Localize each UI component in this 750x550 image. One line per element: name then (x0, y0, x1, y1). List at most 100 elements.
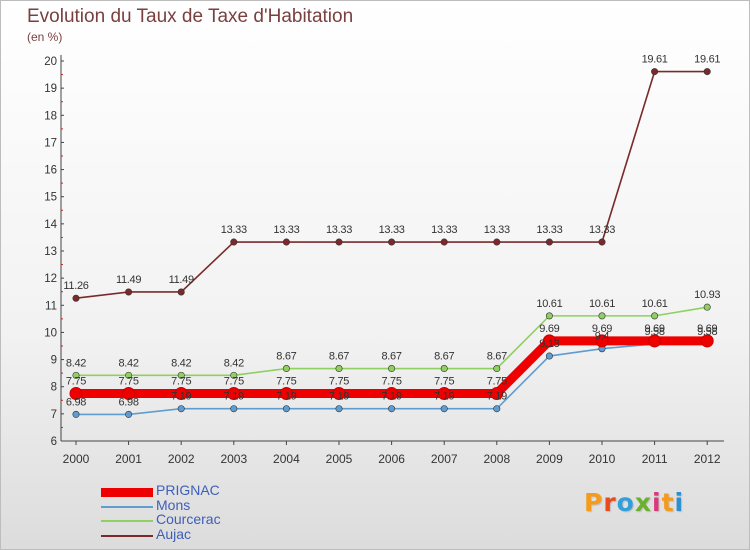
y-tick-label: 16 (44, 165, 57, 177)
data-point-courcerac (651, 312, 659, 320)
data-point-prignac (122, 387, 136, 400)
data-label-aujac: 11.26 (63, 280, 88, 292)
data-point-mons (335, 405, 343, 413)
data-label-aujac: 13.33 (221, 224, 247, 236)
data-label-mons: 7.19 (276, 391, 296, 403)
data-label-aujac: 13.33 (326, 224, 352, 236)
data-label-courcerac: 8.42 (118, 357, 138, 369)
data-label-aujac: 19.61 (642, 54, 668, 66)
legend-swatch (101, 505, 153, 508)
data-point-prignac (332, 387, 346, 400)
data-point-aujac (440, 238, 448, 246)
data-point-aujac (72, 294, 80, 302)
data-label-courcerac: 10.61 (536, 298, 562, 310)
x-tick-label: 2010 (589, 452, 616, 466)
x-tick-label: 2001 (115, 452, 142, 466)
data-point-aujac (703, 68, 711, 76)
data-point-courcerac (177, 371, 185, 379)
data-point-aujac (282, 238, 290, 246)
data-label-prignac: 9.69 (539, 323, 559, 335)
data-point-prignac (227, 387, 241, 400)
y-tick-label: 17 (44, 137, 57, 149)
data-label-courcerac: 8.67 (329, 351, 349, 363)
data-point-prignac (700, 334, 714, 348)
logo-letter: x (634, 488, 652, 517)
y-tick-label: 9 (51, 355, 57, 367)
data-point-mons (230, 405, 238, 413)
data-point-mons (72, 410, 80, 418)
logo-letter: o (616, 488, 635, 517)
legend-swatch (101, 534, 153, 537)
data-label-aujac: 11.49 (169, 274, 194, 286)
data-point-prignac (542, 334, 556, 348)
data-label-mons: 7.19 (381, 391, 401, 403)
data-point-courcerac (493, 365, 501, 373)
y-tick-label: 8 (51, 382, 57, 394)
data-label-aujac: 13.33 (431, 224, 457, 236)
data-label-mons: 7.19 (434, 391, 454, 403)
data-label-courcerac: 10.93 (694, 289, 720, 301)
data-label-mons: 7.19 (329, 391, 349, 403)
x-tick-label: 2004 (273, 452, 300, 466)
data-point-prignac (385, 387, 399, 400)
data-label-prignac: 7.75 (66, 376, 86, 388)
data-point-mons (388, 405, 396, 413)
data-label-aujac: 13.33 (589, 224, 615, 236)
data-label-prignac: 9.69 (644, 323, 664, 335)
data-point-courcerac (230, 371, 238, 379)
data-label-prignac: 7.75 (224, 376, 244, 388)
x-tick-label: 2006 (378, 452, 405, 466)
data-point-mons (493, 405, 501, 413)
x-tick-label: 2002 (168, 452, 195, 466)
x-tick-label: 2012 (694, 452, 721, 466)
x-tick-label: 2009 (536, 452, 563, 466)
x-tick-label: 2005 (326, 452, 353, 466)
logo-letter: i (674, 488, 685, 517)
y-tick-label: 13 (44, 246, 57, 258)
data-label-courcerac: 8.42 (66, 357, 86, 369)
data-point-courcerac (388, 365, 396, 373)
legend-label: Aujac (156, 525, 192, 542)
logo-letter: t (661, 488, 675, 517)
data-point-courcerac (440, 365, 448, 373)
y-tick-label: 10 (44, 327, 57, 339)
data-label-prignac: 7.75 (434, 376, 454, 388)
x-tick-label: 2007 (431, 452, 458, 466)
data-point-aujac (177, 288, 185, 296)
y-tick-label: 18 (44, 110, 57, 122)
legend-label: Mons (156, 496, 191, 513)
data-label-courcerac: 8.67 (487, 351, 507, 363)
data-point-prignac (648, 334, 662, 348)
logo-letter: P (584, 488, 604, 517)
logo-letter: r (603, 488, 617, 517)
data-label-courcerac: 8.67 (381, 351, 401, 363)
data-label-courcerac: 8.42 (224, 357, 244, 369)
data-label-prignac: 7.75 (487, 376, 507, 388)
data-label-prignac: 9.69 (592, 323, 612, 335)
legend-swatch (101, 488, 153, 497)
proxiti-logo: Proxiti (584, 488, 684, 517)
data-point-mons (177, 405, 185, 413)
data-label-mons: 9.13 (539, 338, 559, 350)
logo-letter: i (652, 488, 662, 517)
x-tick-label: 2000 (63, 452, 90, 466)
data-label-aujac: 11.49 (116, 274, 141, 286)
data-point-mons (282, 405, 290, 413)
data-label-courcerac: 10.61 (589, 298, 615, 310)
data-label-mons: 9.58 (697, 326, 717, 338)
data-label-mons: 7.19 (487, 391, 507, 403)
data-label-mons: 6.98 (66, 396, 86, 408)
data-label-mons: 7.19 (171, 391, 191, 403)
data-point-aujac (651, 68, 659, 76)
data-label-aujac: 13.33 (379, 224, 405, 236)
data-point-courcerac (335, 365, 343, 373)
data-point-mons (125, 410, 133, 418)
data-label-mons: 6.98 (118, 396, 138, 408)
data-label-aujac: 13.33 (536, 224, 562, 236)
data-label-courcerac: 8.67 (434, 351, 454, 363)
data-point-aujac (493, 238, 501, 246)
data-point-courcerac (282, 365, 290, 373)
series-line-aujac (75, 70, 708, 300)
